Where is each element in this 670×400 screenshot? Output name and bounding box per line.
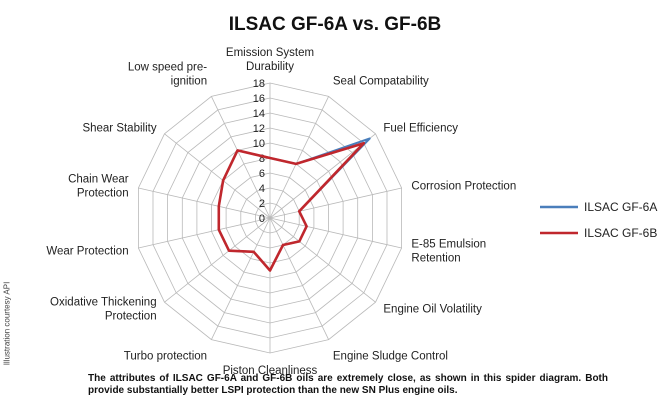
- axis-label: Seal Compatability: [333, 75, 429, 87]
- grid-spoke: [164, 133, 271, 219]
- radial-tick-label: 6: [259, 168, 265, 180]
- axis-label: Low speed pre-ignition: [128, 61, 207, 87]
- radial-tick-label: 4: [259, 183, 265, 195]
- axis-label: Engine Sludge Control: [333, 351, 448, 363]
- image-credit-text: Illustration courtesy API: [2, 281, 12, 365]
- axis-label: Turbo protection: [124, 351, 207, 363]
- radial-tick-label: 10: [253, 138, 265, 150]
- chart-title: ILSAC GF-6A vs. GF-6B: [229, 14, 442, 35]
- axis-label: Wear Protection: [46, 245, 128, 257]
- grid-spoke: [138, 217, 271, 249]
- grid-spoke: [269, 187, 402, 219]
- axis-label: Shear Stability: [82, 123, 156, 135]
- radial-tick-labels: 0 2 4 6 8 10 12 14 16 18: [253, 78, 265, 225]
- figure-caption: The attributes of ILSAC GF-6A and GF-6B …: [88, 373, 608, 396]
- legend: ILSAC GF-6A ILSAC GF-6B: [540, 200, 657, 240]
- legend-label: ILSAC GF-6A: [584, 200, 657, 214]
- grid-spoke: [138, 187, 271, 219]
- axis-label: Engine Oil Volatility: [383, 303, 482, 315]
- radial-tick-label: 18: [253, 78, 265, 90]
- grid-spoke: [269, 217, 329, 340]
- radar-grid: [137, 82, 403, 354]
- axis-label: E-85 Emulsion Retention: [411, 238, 486, 264]
- axis-labels: Emission System Durability Seal Compatabil…: [46, 47, 516, 377]
- axis-label: Emission System Durability: [226, 47, 314, 73]
- radial-tick-label: 2: [259, 198, 265, 210]
- grid-spoke: [269, 217, 376, 303]
- radial-tick-label: 12: [253, 123, 265, 135]
- radial-tick-label: 16: [253, 93, 265, 105]
- grid-spoke: [269, 96, 329, 219]
- legend-label: ILSAC GF-6B: [584, 226, 657, 240]
- radial-tick-label: 14: [253, 108, 265, 120]
- series-lines: [217, 137, 371, 272]
- grid-spoke: [211, 217, 271, 340]
- grid-spoke: [164, 217, 271, 303]
- axis-label: Fuel Efficiency: [383, 123, 458, 135]
- axis-label: Corrosion Protection: [411, 181, 516, 193]
- series-line: [217, 141, 366, 272]
- grid-spoke: [269, 217, 402, 249]
- radial-tick-label: 0: [259, 213, 265, 225]
- axis-label: Piston Cleanliness: [223, 365, 318, 377]
- image-credit: Illustration courtesy API: [0, 268, 14, 378]
- radial-tick-label: 8: [259, 153, 265, 165]
- axis-label: Oxidative Thickening Protection: [50, 296, 157, 322]
- grid-spoke: [211, 96, 271, 219]
- axis-label: Chain Wear Protection: [68, 174, 129, 200]
